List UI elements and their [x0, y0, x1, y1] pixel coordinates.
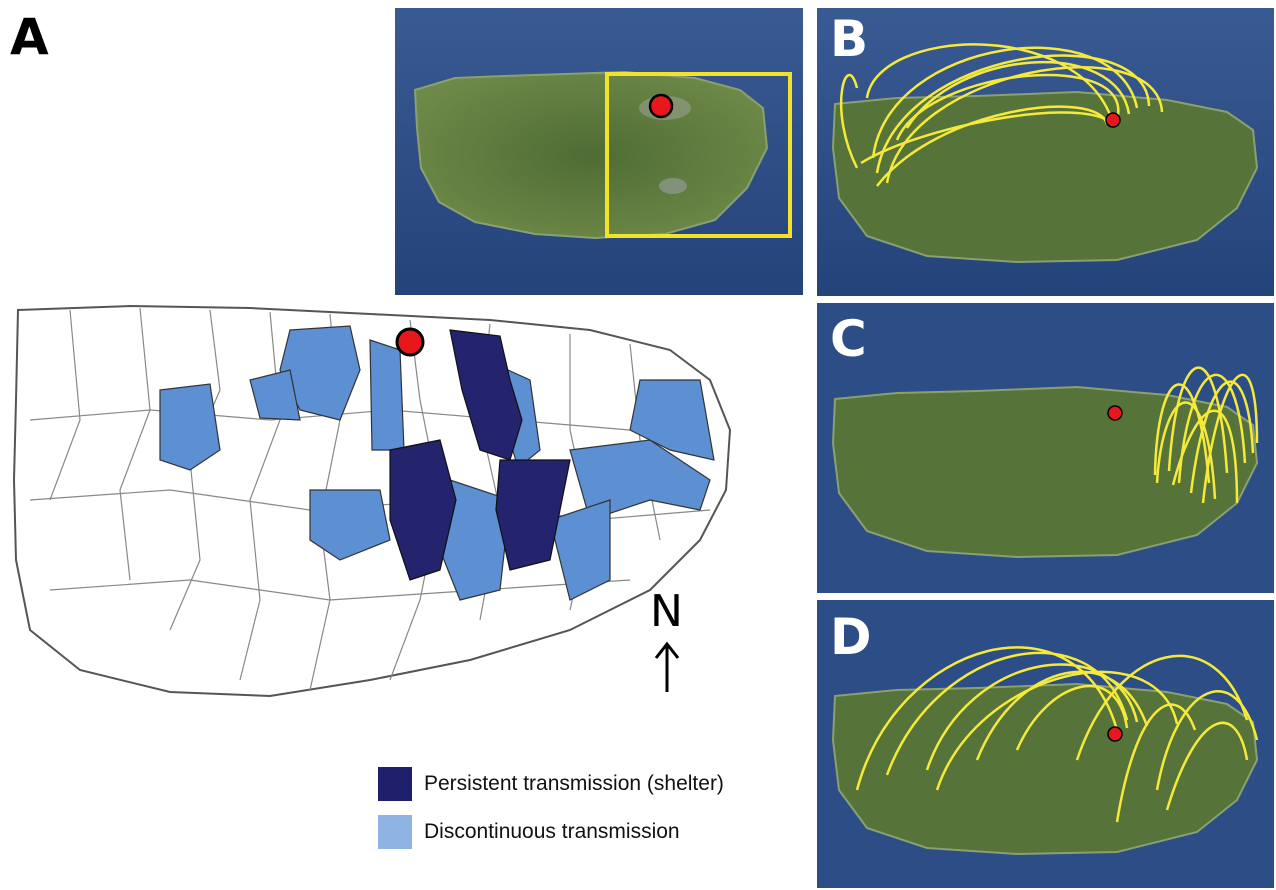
municipality-map	[10, 300, 810, 740]
legend-item-persistent: Persistent transmission (shelter)	[378, 767, 724, 801]
north-arrow-icon	[654, 641, 680, 692]
legend-item-discontinuous: Discontinuous transmission	[378, 815, 680, 849]
legend-swatch-discontinuous	[378, 815, 412, 849]
satellite-map-overview	[395, 8, 803, 295]
legend-label: Persistent transmission (shelter)	[424, 772, 724, 795]
inset-highlight-box	[605, 72, 792, 238]
satellite-map-b	[817, 8, 1274, 296]
discontinuous-regions	[159, 325, 715, 601]
shelter-marker	[1107, 405, 1123, 421]
panel-label-d: D	[830, 608, 872, 666]
persistent-regions	[389, 329, 571, 581]
legend-swatch-persistent	[378, 767, 412, 801]
shelter-marker	[648, 93, 674, 119]
island-shape	[831, 90, 1259, 264]
route-lines	[840, 43, 1164, 187]
satellite-b-svg	[817, 8, 1274, 296]
island-shape	[831, 682, 1259, 856]
satellite-map-c	[817, 303, 1274, 593]
satellite-d-svg	[817, 600, 1274, 888]
north-label: N	[650, 586, 683, 637]
panel-label-b: B	[830, 10, 869, 68]
route-lines	[1153, 366, 1259, 504]
route-lines	[855, 646, 1259, 823]
shelter-marker	[1105, 112, 1121, 128]
shelter-marker	[395, 327, 425, 357]
panel-label-a: A	[10, 8, 49, 66]
satellite-c-svg	[817, 303, 1274, 593]
island-shape	[413, 70, 769, 240]
satellite-overview-svg	[395, 8, 803, 295]
shelter-marker	[1107, 726, 1123, 742]
municipality-map-svg	[12, 304, 732, 698]
panel-label-c: C	[830, 310, 867, 368]
satellite-map-d	[817, 600, 1274, 888]
legend-label: Discontinuous transmission	[424, 820, 680, 843]
